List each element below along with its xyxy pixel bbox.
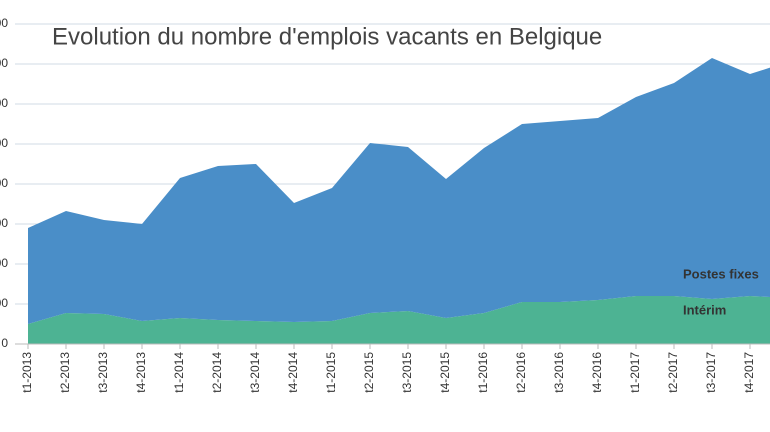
x-tick-label: t4-2015 [438, 352, 452, 393]
y-tick-label: 100000 [0, 136, 8, 150]
x-tick-label: t3-2014 [248, 352, 262, 393]
legend-label: Postes fixes [683, 266, 759, 281]
chart-title: Evolution du nombre d'emplois vacants en… [52, 23, 602, 50]
x-tick-label: t1-2017 [628, 352, 642, 393]
area [28, 296, 770, 344]
y-tick-label: 20000 [0, 296, 8, 310]
legend-swatch [670, 307, 678, 315]
x-tick-label: t2-2013 [58, 352, 72, 393]
x-tick-label: t4-2017 [742, 352, 756, 393]
y-tick-label: 40000 [0, 256, 8, 270]
y-tick-label: 0 [1, 336, 8, 350]
x-tick-label: t4-2016 [590, 352, 604, 393]
y-tick-label: 60000 [0, 216, 8, 230]
x-tick-label: t1-2016 [476, 352, 490, 393]
y-tick-label: 80000 [0, 176, 8, 190]
x-tick-label: t1-2015 [324, 352, 338, 393]
area [28, 58, 770, 324]
x-tick-label: t2-2014 [210, 352, 224, 393]
x-tick-label: t1-2014 [172, 352, 186, 393]
x-tick-label: t4-2014 [286, 352, 300, 393]
legend-swatch [670, 271, 678, 279]
x-tick-label: t3-2017 [704, 352, 718, 393]
x-tick-label: t3-2013 [96, 352, 110, 393]
x-tick-label: t3-2016 [552, 352, 566, 393]
x-tick-label: t2-2015 [362, 352, 376, 393]
legend-label: Intérim [683, 302, 726, 317]
y-tick-label: 140000 [0, 56, 8, 70]
x-tick-label: t1-2013 [20, 352, 34, 393]
x-tick-label: t2-2016 [514, 352, 528, 393]
x-tick-label: t2-2017 [666, 352, 680, 393]
y-tick-label: 120000 [0, 96, 8, 110]
plot [15, 23, 770, 345]
y-tick-label: 160000 [0, 16, 8, 30]
x-tick-label: t4-2013 [134, 352, 148, 393]
x-tick-label: t3-2015 [400, 352, 414, 393]
